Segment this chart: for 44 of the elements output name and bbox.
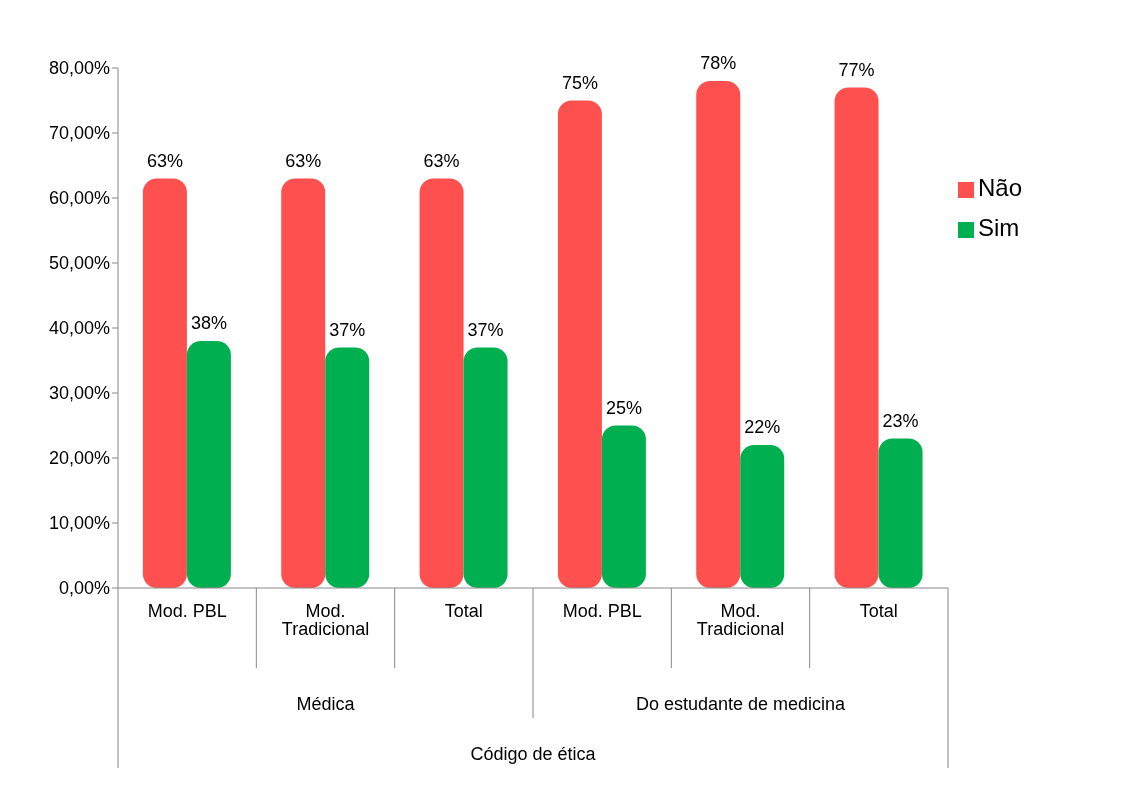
bar [557, 100, 602, 588]
bar [142, 178, 187, 588]
x-tick-label: Mod. Tradicional [281, 600, 370, 639]
data-label: 75% [561, 72, 598, 93]
data-label: 25% [605, 397, 642, 418]
x-tick-label: Mod. PBL [562, 600, 642, 621]
data-label: 63% [146, 150, 183, 171]
data-label: 78% [700, 53, 737, 73]
text: Médica [296, 694, 356, 714]
text: Do estudante de medicina [635, 694, 847, 714]
y-tick-label: 20,00% [48, 448, 110, 469]
data-label: 63% [423, 150, 460, 171]
bar [463, 347, 508, 588]
bar [419, 178, 464, 588]
data-label: 63% [285, 150, 322, 171]
data-label: 23% [882, 410, 919, 431]
bar [834, 87, 879, 588]
bar [281, 178, 326, 588]
y-tick-label: 40,00% [48, 318, 110, 339]
y-tick-label: 60,00% [48, 188, 110, 209]
y-tick-label: 30,00% [48, 383, 110, 404]
data-label: 37% [329, 319, 366, 340]
bar [186, 341, 231, 588]
legend-label: Sim [978, 214, 1020, 241]
y-tick-label: 0,00% [58, 578, 110, 599]
data-label: 22% [744, 417, 781, 437]
data-label: 77% [838, 59, 875, 80]
bar [325, 347, 370, 588]
bar [740, 445, 785, 588]
y-tick-label: 50,00% [48, 253, 110, 274]
data-label: 38% [190, 313, 227, 333]
data-label: 37% [467, 319, 504, 340]
legend-label: Não [978, 174, 1023, 201]
y-tick-label: 70,00% [48, 123, 110, 144]
y-tick-label: 10,00% [48, 513, 110, 534]
bar [696, 81, 741, 588]
text: Código de ética [470, 744, 597, 764]
x-tick-label: Mod. Tradicional [696, 600, 785, 639]
x-tick-label: Total [859, 600, 898, 621]
x-tick-label: Total [444, 600, 483, 621]
x-tick-label: Mod. PBL [147, 600, 227, 621]
y-tick-label: 80,00% [48, 58, 110, 79]
bar [601, 425, 646, 588]
bar [878, 438, 923, 588]
